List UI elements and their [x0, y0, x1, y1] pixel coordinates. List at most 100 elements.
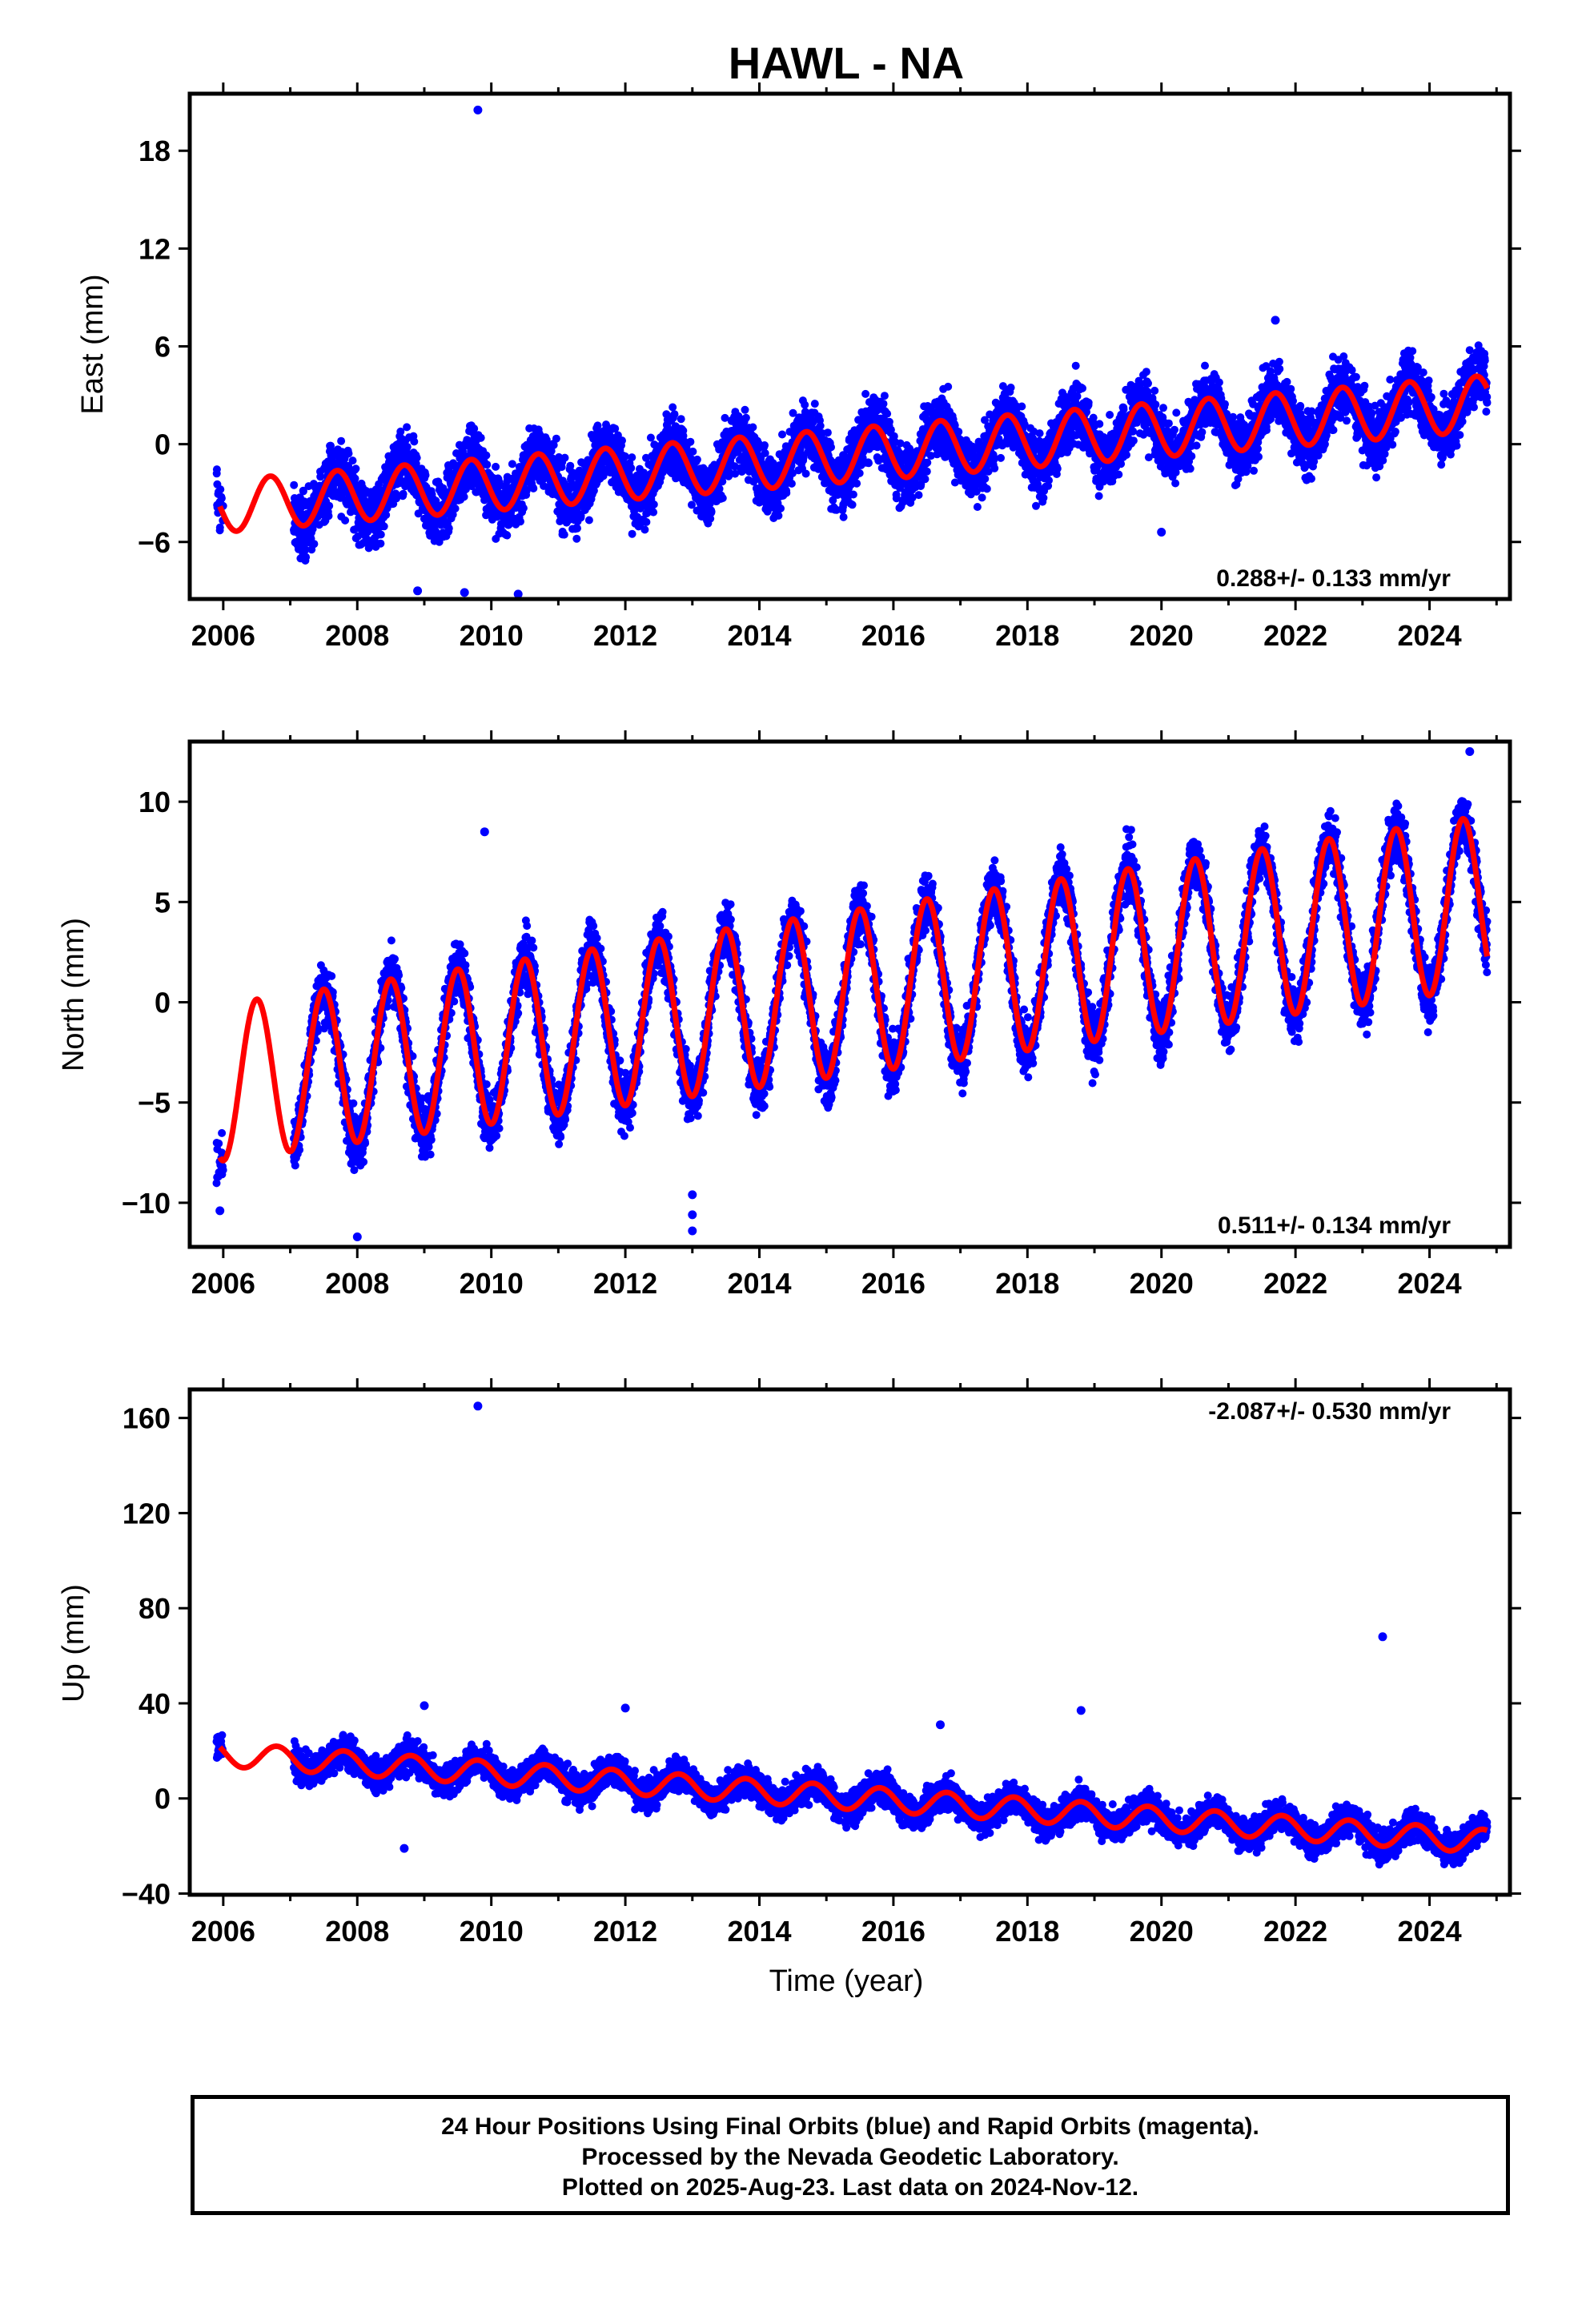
obs-point [566, 461, 575, 470]
obs-point [1151, 400, 1160, 409]
obs-point [778, 430, 786, 439]
obs-point [944, 382, 953, 391]
obs-point [376, 530, 385, 539]
obs-point [1035, 429, 1044, 438]
obs-point [777, 504, 785, 513]
obs-point [1078, 384, 1086, 392]
obs-point [725, 468, 733, 476]
obs-point [392, 494, 401, 503]
obs-point [627, 464, 636, 472]
obs-point [448, 510, 457, 519]
obs-point [990, 464, 999, 472]
obs-point [801, 400, 809, 409]
obs-point [649, 500, 658, 509]
obs-point [1164, 419, 1173, 428]
obs-point [741, 413, 750, 422]
obs-point [216, 485, 225, 494]
obs-point [670, 410, 679, 419]
obs-point [589, 486, 598, 495]
chart-title: HAWL - NA [729, 38, 965, 88]
obs-point [549, 440, 558, 449]
obs-point [503, 531, 512, 540]
obs-point [642, 517, 651, 526]
obs-point [560, 480, 569, 489]
obs-point [1018, 402, 1026, 411]
obs-point [787, 479, 796, 488]
obs-point [1053, 464, 1062, 473]
obs-point [348, 456, 357, 465]
obs-point [399, 489, 408, 498]
obs-point [1144, 379, 1152, 388]
obs-point [1150, 386, 1159, 395]
obs-point [410, 437, 419, 446]
obs-point [885, 417, 893, 426]
obs-point [689, 447, 697, 456]
obs-point [547, 447, 556, 456]
obs-point [482, 451, 491, 460]
obs-point [300, 545, 309, 553]
obs-point [973, 503, 982, 511]
obs-point [1119, 405, 1128, 414]
obs-point [997, 453, 1005, 462]
obs-point [1172, 408, 1181, 417]
obs-point [620, 452, 629, 460]
obs-point [706, 514, 715, 523]
obs-point [1192, 441, 1201, 450]
obs-point [403, 443, 412, 451]
obs-point [516, 517, 524, 526]
obs-point [344, 449, 353, 458]
obs-point [412, 459, 420, 468]
obs-point [774, 511, 783, 520]
obs-point [978, 493, 986, 502]
obs-point [990, 453, 998, 462]
obs-point [351, 474, 359, 483]
obs-point [522, 487, 531, 496]
obs-point [1094, 492, 1103, 501]
obs-point [573, 524, 581, 533]
obs-point [677, 415, 685, 424]
obs-point [880, 392, 889, 400]
obs-point [839, 513, 848, 521]
obs-point [1114, 470, 1123, 479]
obs-point [879, 400, 888, 408]
obs-point [403, 423, 412, 432]
obs-point [921, 475, 930, 484]
obs-point [316, 472, 325, 481]
obs-point [325, 501, 334, 510]
obs-point [460, 493, 468, 501]
obs-point [217, 494, 226, 503]
obs-point [1071, 361, 1080, 370]
obs-point [861, 389, 870, 398]
obs-point [923, 458, 932, 467]
obs-point [1187, 452, 1196, 460]
obs-point [1039, 493, 1048, 502]
obs-point [327, 441, 335, 450]
obs-point [290, 480, 299, 489]
obs-point [341, 516, 350, 525]
obs-point [593, 421, 602, 430]
obs-point [351, 464, 360, 473]
obs-point [212, 465, 221, 474]
obs-point [827, 443, 835, 452]
obs-point [1106, 411, 1114, 419]
obs-point [492, 462, 500, 471]
obs-point [849, 490, 857, 499]
obs-point [954, 428, 963, 436]
obs-point [611, 424, 620, 433]
obs-point [376, 539, 385, 548]
obs-point [1201, 361, 1209, 370]
obs-point [1159, 404, 1167, 412]
obs-point [718, 494, 727, 502]
obs-point [1129, 427, 1138, 436]
obs-point [715, 485, 724, 493]
obs-point [761, 441, 769, 449]
obs-point [379, 522, 388, 531]
obs-point [476, 433, 485, 442]
obs-point [707, 507, 716, 516]
obs-point [649, 508, 658, 517]
obs-point [865, 459, 873, 468]
obs-point [883, 409, 892, 418]
obs-point [215, 523, 224, 532]
obs-point [1142, 368, 1150, 376]
